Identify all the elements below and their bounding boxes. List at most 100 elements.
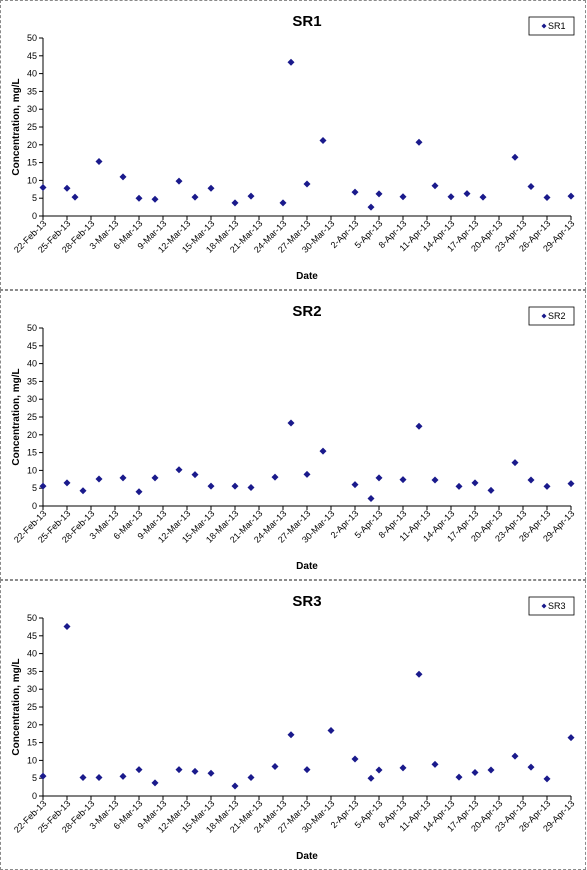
data-point [511, 752, 519, 760]
data-point [367, 495, 375, 503]
data-point [287, 419, 295, 427]
legend-entry: SR3 [548, 601, 566, 611]
data-point [415, 138, 423, 146]
data-point [135, 194, 143, 202]
data-point [567, 192, 575, 200]
y-tick-label: 20 [27, 430, 37, 440]
data-point [431, 182, 439, 190]
data-point [63, 623, 71, 631]
y-tick-label: 20 [27, 140, 37, 150]
data-point [79, 487, 87, 495]
y-tick-label: 10 [27, 465, 37, 475]
data-point [367, 774, 375, 782]
x-axis-label: Date [296, 271, 318, 282]
data-point [431, 476, 439, 484]
y-tick-label: 45 [27, 341, 37, 351]
chart-svg-2: SR30510152025303540455022-Feb-1325-Feb-1… [11, 593, 576, 862]
data-point [415, 670, 423, 678]
chart-panel-sr3: SR3 0 5 10 15 20 25 30 35 40 45 50 22-Feb-13 25-Feb-1… [0, 580, 586, 870]
data-point [567, 480, 575, 488]
data-point [527, 182, 535, 190]
data-point [567, 734, 575, 742]
data-point [71, 193, 79, 201]
data-point [455, 482, 463, 490]
data-point [399, 193, 407, 201]
data-point [471, 769, 479, 777]
data-point [231, 199, 239, 207]
y-tick-label: 0 [32, 791, 37, 801]
data-point [287, 58, 295, 66]
data-point [191, 193, 199, 201]
y-tick-label: 30 [27, 104, 37, 114]
data-point [351, 188, 359, 196]
x-axis-label: Date [296, 851, 318, 862]
data-point [327, 726, 335, 734]
data-point [151, 779, 159, 787]
data-point [271, 473, 279, 481]
y-tick-label: 30 [27, 684, 37, 694]
data-point [279, 199, 287, 207]
y-tick-label: 50 [27, 613, 37, 623]
data-point [207, 184, 215, 192]
data-point [479, 193, 487, 201]
data-point [119, 772, 127, 780]
legend: SR3 [528, 596, 575, 616]
y-tick-label: 0 [32, 501, 37, 511]
data-point [447, 193, 455, 201]
y-tick-label: 20 [27, 720, 37, 730]
y-tick-label: 40 [27, 359, 37, 369]
data-point [303, 180, 311, 188]
y-tick-label: 45 [27, 631, 37, 641]
y-tick-label: 10 [27, 755, 37, 765]
data-point [487, 766, 495, 774]
y-axis-label: Concentration, mg/L [11, 78, 22, 175]
y-tick-label: 35 [27, 86, 37, 96]
legend-marker [541, 313, 547, 319]
y-tick-label: 15 [27, 158, 37, 168]
y-tick-label: 30 [27, 394, 37, 404]
y-tick-label: 10 [27, 175, 37, 185]
data-point [319, 447, 327, 455]
y-tick-label: 45 [27, 51, 37, 61]
y-axis-label: Concentration, mg/L [11, 658, 22, 755]
chart-svg-0: SR10510152025303540455022-Feb-1325-Feb-1… [11, 13, 576, 282]
legend: SR2 [528, 306, 575, 326]
y-tick-label: 25 [27, 412, 37, 422]
data-point [175, 466, 183, 474]
y-tick-label: 0 [32, 211, 37, 221]
data-point [119, 173, 127, 181]
data-point [375, 474, 383, 482]
data-point [79, 773, 87, 781]
legend-box [528, 596, 575, 616]
data-point [463, 190, 471, 198]
data-point [39, 184, 47, 192]
data-point [39, 482, 47, 490]
data-point [151, 195, 159, 203]
data-point [415, 422, 423, 430]
data-point [247, 483, 255, 491]
y-tick-label: 35 [27, 376, 37, 386]
data-point [191, 767, 199, 775]
data-point [527, 476, 535, 484]
data-point [455, 773, 463, 781]
legend-entry: SR2 [548, 311, 566, 321]
data-point [375, 766, 383, 774]
data-point [95, 158, 103, 166]
data-point [191, 471, 199, 479]
legend-box [528, 16, 575, 36]
data-point [399, 476, 407, 484]
data-point [207, 769, 215, 777]
data-point [543, 775, 551, 783]
data-point [175, 766, 183, 774]
data-point [527, 763, 535, 771]
legend-box [528, 306, 575, 326]
data-point [487, 486, 495, 494]
data-point [511, 459, 519, 467]
data-point [351, 481, 359, 489]
legend: SR1 [528, 16, 575, 36]
data-point [399, 764, 407, 772]
data-point [63, 184, 71, 192]
y-tick-label: 5 [32, 773, 37, 783]
data-point [95, 773, 103, 781]
